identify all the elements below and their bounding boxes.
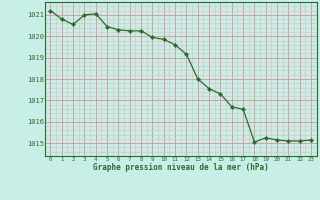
X-axis label: Graphe pression niveau de la mer (hPa): Graphe pression niveau de la mer (hPa) xyxy=(93,163,269,172)
